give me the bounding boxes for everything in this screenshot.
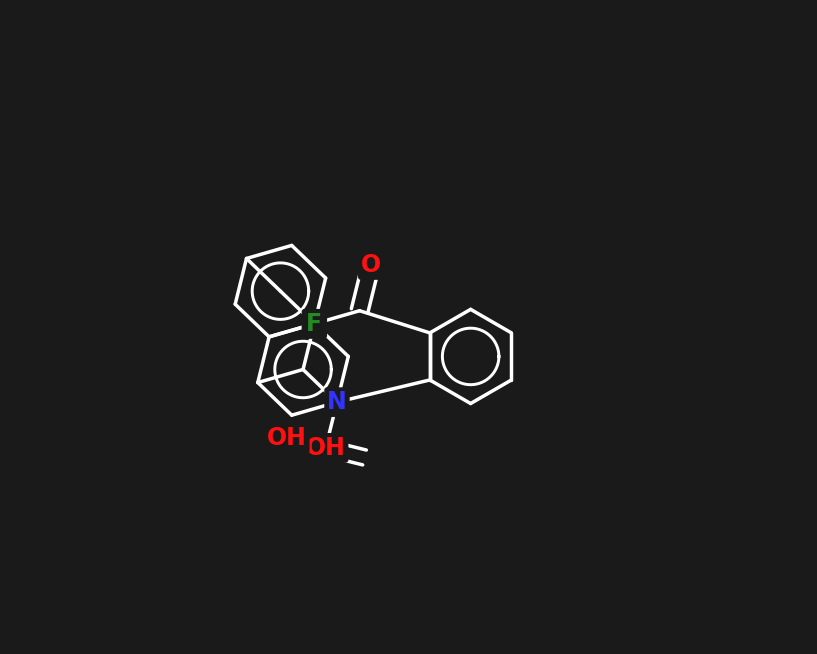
- Text: OH: OH: [267, 426, 306, 450]
- Text: OH: OH: [306, 436, 346, 460]
- Text: N: N: [327, 390, 347, 414]
- Text: N: N: [305, 312, 324, 336]
- Text: O: O: [361, 253, 381, 277]
- Text: F: F: [306, 312, 323, 336]
